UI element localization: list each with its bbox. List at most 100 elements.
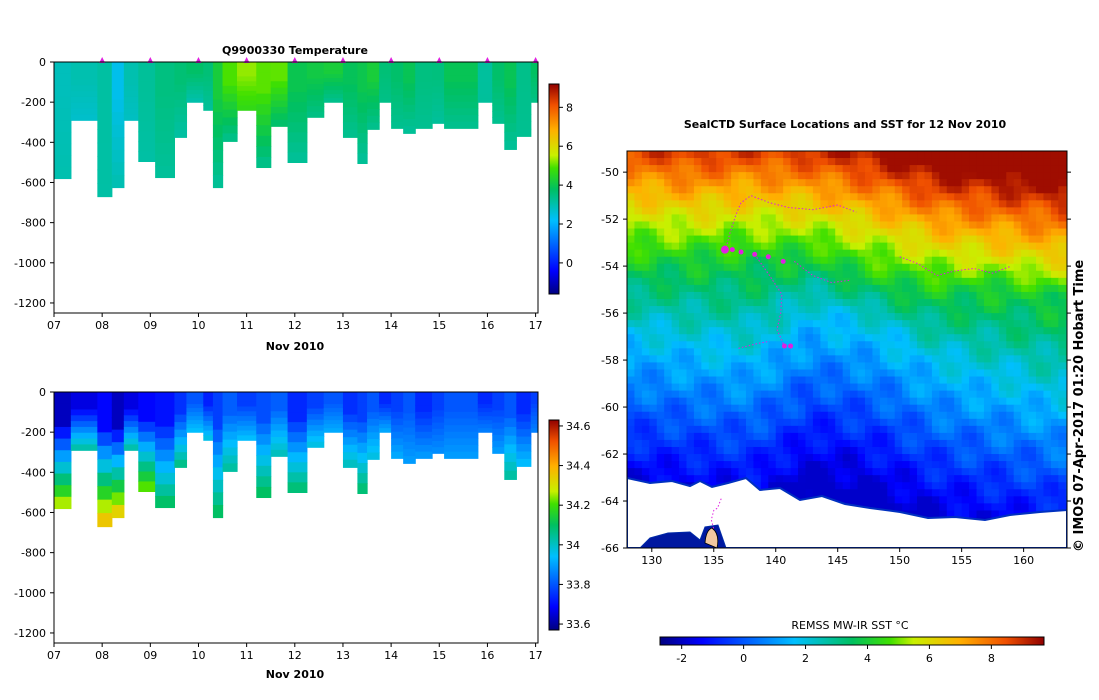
- sst-cell: [931, 510, 940, 518]
- profile-cell: [222, 125, 238, 134]
- sst-cell: [909, 200, 918, 208]
- sst-cell: [1065, 165, 1067, 173]
- profile-cell: [212, 454, 224, 468]
- sst-cell: [790, 151, 799, 159]
- sst-cell: [983, 503, 992, 511]
- profile-cell: [306, 419, 325, 426]
- profile-column: [357, 62, 368, 165]
- profile-cell: [403, 427, 416, 436]
- y-tick-label: 0: [39, 386, 46, 399]
- sst-cell: [894, 355, 903, 363]
- profile-cell: [203, 430, 214, 436]
- sst-cell: [731, 228, 740, 237]
- sst-cell: [627, 313, 635, 321]
- sst-cell: [664, 454, 673, 462]
- colorbar-tick-label: 4: [566, 179, 573, 192]
- sst-cell: [1050, 390, 1059, 399]
- sst-cell: [627, 221, 635, 230]
- sst-cell: [812, 291, 821, 300]
- profile-cell: [237, 435, 257, 441]
- profile-cell: [391, 451, 404, 459]
- sst-cell: [701, 277, 710, 286]
- sst-cell: [969, 179, 978, 187]
- sst-cell: [983, 510, 992, 518]
- sst-cell: [783, 242, 792, 251]
- profile-cell: [530, 74, 538, 79]
- sst-cell: [879, 320, 888, 328]
- sst-cell: [902, 179, 911, 187]
- sst-cell: [879, 348, 888, 356]
- sst-cell: [1050, 270, 1059, 279]
- sst-cell: [1058, 475, 1067, 483]
- seal-track-line: [710, 498, 722, 530]
- sst-cell: [745, 179, 754, 187]
- sst-cell: [879, 249, 888, 258]
- sst-cell: [738, 362, 747, 370]
- profile-cell: [367, 75, 380, 83]
- sst-cell: [745, 454, 754, 462]
- sst-cell: [775, 200, 784, 208]
- profile-cell: [516, 99, 532, 108]
- sst-cell: [656, 327, 665, 335]
- profile-cell: [357, 412, 368, 424]
- profile-cell: [155, 73, 175, 86]
- profile-cell: [379, 78, 392, 83]
- profile-cell: [367, 439, 380, 447]
- profile-cell: [379, 396, 392, 401]
- sst-cell: [716, 390, 725, 399]
- sst-cell: [954, 158, 963, 166]
- sst-cell: [634, 475, 643, 483]
- sst-cell: [991, 320, 1000, 328]
- sst-cell: [857, 277, 866, 286]
- sst-cell: [760, 151, 769, 159]
- profile-cell: [203, 71, 214, 78]
- sst-cell: [671, 439, 680, 448]
- sst-cell: [1028, 207, 1037, 215]
- sst-cell: [857, 341, 866, 349]
- sst-cell: [1028, 404, 1037, 413]
- profile-cell: [97, 499, 113, 514]
- sst-cell: [887, 320, 896, 328]
- profile-cell: [432, 86, 445, 94]
- sst-cell: [939, 242, 948, 251]
- sst-cell: [723, 341, 732, 349]
- sst-cell: [649, 306, 658, 314]
- sst-cell: [864, 418, 873, 427]
- sst-cell: [723, 446, 732, 455]
- sst-cell: [790, 207, 799, 215]
- sst-cell: [894, 503, 903, 511]
- profile-cell: [504, 400, 517, 411]
- sst-cell: [976, 411, 985, 420]
- sst-cell: [902, 496, 911, 504]
- sst-cell: [1006, 334, 1015, 342]
- sst-cell: [708, 242, 717, 251]
- sst-cell: [1065, 320, 1067, 328]
- sst-cell: [1050, 228, 1059, 237]
- sst-cell: [820, 439, 829, 448]
- profile-cell: [97, 142, 113, 157]
- sst-cell: [902, 172, 911, 180]
- sst-cell: [701, 291, 710, 300]
- profile-cell: [432, 440, 445, 448]
- sst-cell: [946, 186, 955, 194]
- sst-cell: [634, 313, 643, 321]
- sst-cell: [917, 510, 925, 518]
- sst-cell: [798, 439, 806, 448]
- sst-cell: [627, 439, 635, 448]
- sst-cell: [716, 298, 725, 307]
- sst-cell: [664, 334, 673, 342]
- sst-cell: [1021, 320, 1030, 328]
- sst-cell: [961, 320, 970, 328]
- sst-cell: [760, 320, 769, 328]
- sst-cell: [939, 200, 948, 208]
- sst-cell: [641, 397, 650, 406]
- sst-cell: [842, 482, 851, 490]
- sst-colorbar-tick-label: 4: [864, 652, 871, 665]
- profile-cell: [70, 432, 98, 440]
- sst-cell: [998, 503, 1007, 511]
- sst-cell: [872, 496, 881, 504]
- sst-cell: [768, 341, 777, 349]
- profile-cell: [270, 430, 289, 438]
- profile-cell: [256, 83, 272, 95]
- sst-cell: [872, 327, 881, 335]
